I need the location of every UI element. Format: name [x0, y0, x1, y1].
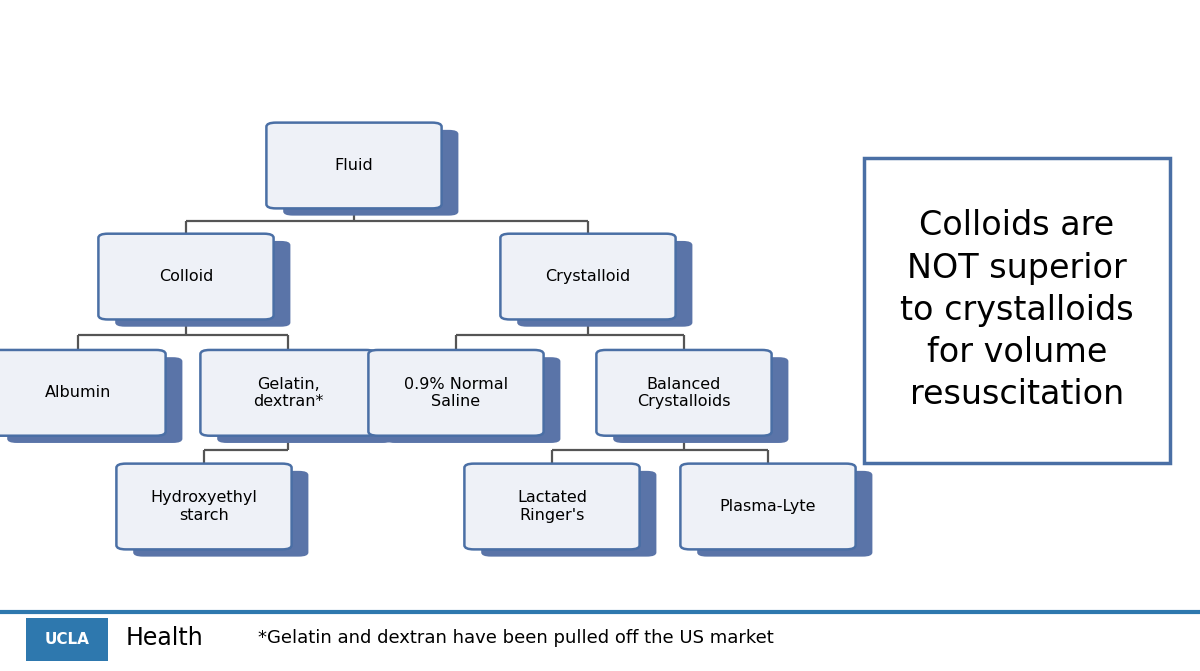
FancyBboxPatch shape — [133, 471, 308, 557]
Text: Balanced
Crystalloids: Balanced Crystalloids — [637, 376, 731, 409]
Text: Health: Health — [126, 626, 204, 650]
FancyBboxPatch shape — [283, 130, 458, 215]
FancyBboxPatch shape — [98, 234, 274, 319]
FancyBboxPatch shape — [481, 471, 656, 557]
FancyBboxPatch shape — [7, 357, 182, 443]
Text: *Gelatin and dextran have been pulled off the US market: *Gelatin and dextran have been pulled of… — [258, 629, 774, 647]
Text: Colloid: Colloid — [158, 269, 214, 284]
Text: Crystalloid: Crystalloid — [545, 269, 631, 284]
Text: Gelatin,
dextran*: Gelatin, dextran* — [253, 376, 323, 409]
Text: UCLA: UCLA — [44, 632, 90, 648]
FancyBboxPatch shape — [368, 350, 544, 435]
FancyBboxPatch shape — [613, 357, 788, 443]
FancyBboxPatch shape — [680, 464, 856, 550]
Text: Fluid: Fluid — [335, 158, 373, 173]
FancyBboxPatch shape — [500, 234, 676, 319]
Text: Lactated
Ringer's: Lactated Ringer's — [517, 491, 587, 523]
FancyBboxPatch shape — [464, 464, 640, 550]
FancyBboxPatch shape — [697, 471, 872, 557]
Text: Albumin: Albumin — [44, 385, 112, 401]
Text: Hydroxyethyl
starch: Hydroxyethyl starch — [150, 491, 258, 523]
FancyBboxPatch shape — [864, 158, 1170, 462]
FancyBboxPatch shape — [596, 350, 772, 435]
Text: Colloids are
NOT superior
to crystalloids
for volume
resuscitation: Colloids are NOT superior to crystalloid… — [900, 209, 1134, 411]
FancyBboxPatch shape — [200, 350, 376, 435]
Text: Plasma-Lyte: Plasma-Lyte — [720, 499, 816, 514]
FancyBboxPatch shape — [26, 618, 108, 662]
FancyBboxPatch shape — [266, 123, 442, 209]
FancyBboxPatch shape — [217, 357, 392, 443]
FancyBboxPatch shape — [115, 241, 290, 327]
FancyBboxPatch shape — [116, 464, 292, 550]
FancyBboxPatch shape — [517, 241, 692, 327]
Text: Types of IV fluids for resuscitation: Types of IV fluids for resuscitation — [26, 24, 832, 66]
Text: 0.9% Normal
Saline: 0.9% Normal Saline — [404, 376, 508, 409]
FancyBboxPatch shape — [385, 357, 560, 443]
FancyBboxPatch shape — [0, 350, 166, 435]
